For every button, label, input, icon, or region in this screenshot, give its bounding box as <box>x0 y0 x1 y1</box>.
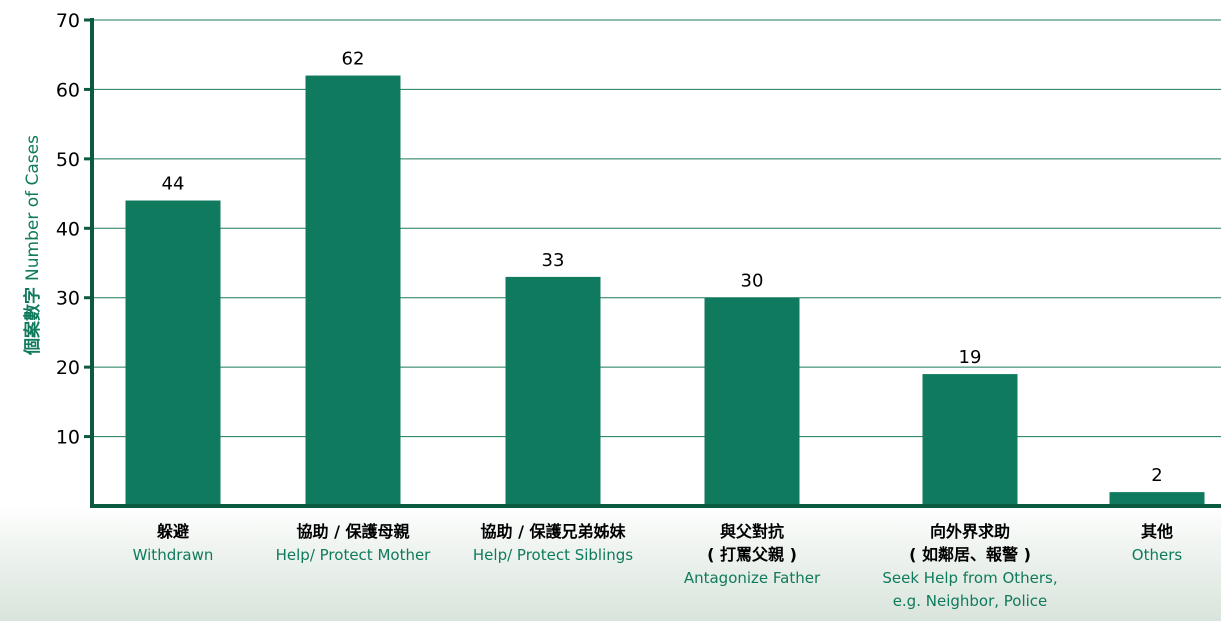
category-label-zh: 躲避 <box>157 522 189 541</box>
bar <box>704 297 800 506</box>
y-axis-label: 個案數字 Number of Cases <box>22 135 43 356</box>
y-axis-label-en: Number of Cases <box>23 135 43 281</box>
category-label-en: Antagonize Father <box>684 569 821 587</box>
category-labels: 躲避 Withdrawn 協助 / 保護母親 Help/ Protect Mother… <box>133 522 1183 610</box>
bars <box>125 75 1205 507</box>
gridlines <box>84 18 1221 439</box>
y-tick-label: 40 <box>56 218 80 240</box>
y-tick-labels: 10 20 30 40 50 60 70 <box>56 10 80 449</box>
value-label: 2 <box>1151 465 1162 486</box>
bar <box>1109 492 1205 506</box>
value-label: 62 <box>342 49 365 70</box>
value-labels: 44 62 33 30 19 2 <box>162 49 1163 487</box>
category-label-zh: 其他 <box>1141 522 1173 541</box>
y-axis-label-zh: 個案數字 <box>22 287 43 356</box>
category-label-zh-sub: ( 打罵父親 ) <box>707 545 797 564</box>
category-label-en: Seek Help from Others, <box>882 569 1057 587</box>
category-label-zh: 向外界求助 <box>930 522 1010 541</box>
category-label-en: Others <box>1132 546 1183 564</box>
y-tick-label: 30 <box>56 288 80 310</box>
category-label-en: Help/ Protect Mother <box>276 546 432 564</box>
y-tick-label: 20 <box>56 357 80 379</box>
category-label-en-sub: e.g. Neighbor, Police <box>893 592 1048 610</box>
category-label-en: Withdrawn <box>133 546 214 564</box>
bar <box>125 200 221 506</box>
bar <box>505 276 601 506</box>
y-tick-label: 60 <box>56 79 80 101</box>
y-tick-label: 50 <box>56 149 80 171</box>
axes <box>90 18 1221 508</box>
category-label-zh: 與父對抗 <box>720 522 784 541</box>
bar <box>922 374 1018 506</box>
bar <box>305 75 401 507</box>
value-label: 30 <box>741 271 764 292</box>
value-label: 44 <box>162 174 185 195</box>
category-label-en: Help/ Protect Siblings <box>473 546 633 564</box>
y-tick-label: 70 <box>56 10 80 32</box>
y-tick-label: 10 <box>56 427 80 449</box>
category-label-zh-sub: ( 如鄰居、報警 ) <box>909 545 1031 564</box>
category-label-zh: 協助 / 保護兄弟姊妹 <box>481 522 627 541</box>
category-label-zh: 協助 / 保護母親 <box>297 522 410 541</box>
value-label: 19 <box>959 347 982 368</box>
value-label: 33 <box>542 250 565 271</box>
background-wash <box>0 505 1221 621</box>
